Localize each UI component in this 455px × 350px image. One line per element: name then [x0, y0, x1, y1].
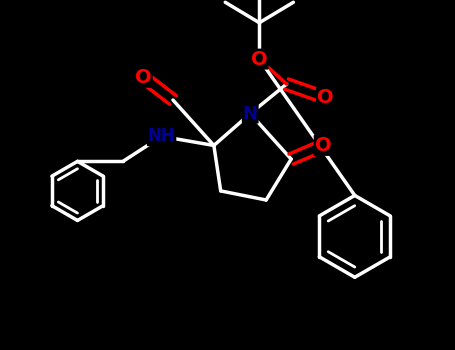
Text: N: N [243, 105, 258, 122]
Text: O: O [251, 50, 268, 69]
Text: O: O [317, 88, 334, 107]
Text: O: O [315, 136, 331, 155]
Text: O: O [135, 68, 152, 87]
Text: NH: NH [148, 127, 176, 145]
